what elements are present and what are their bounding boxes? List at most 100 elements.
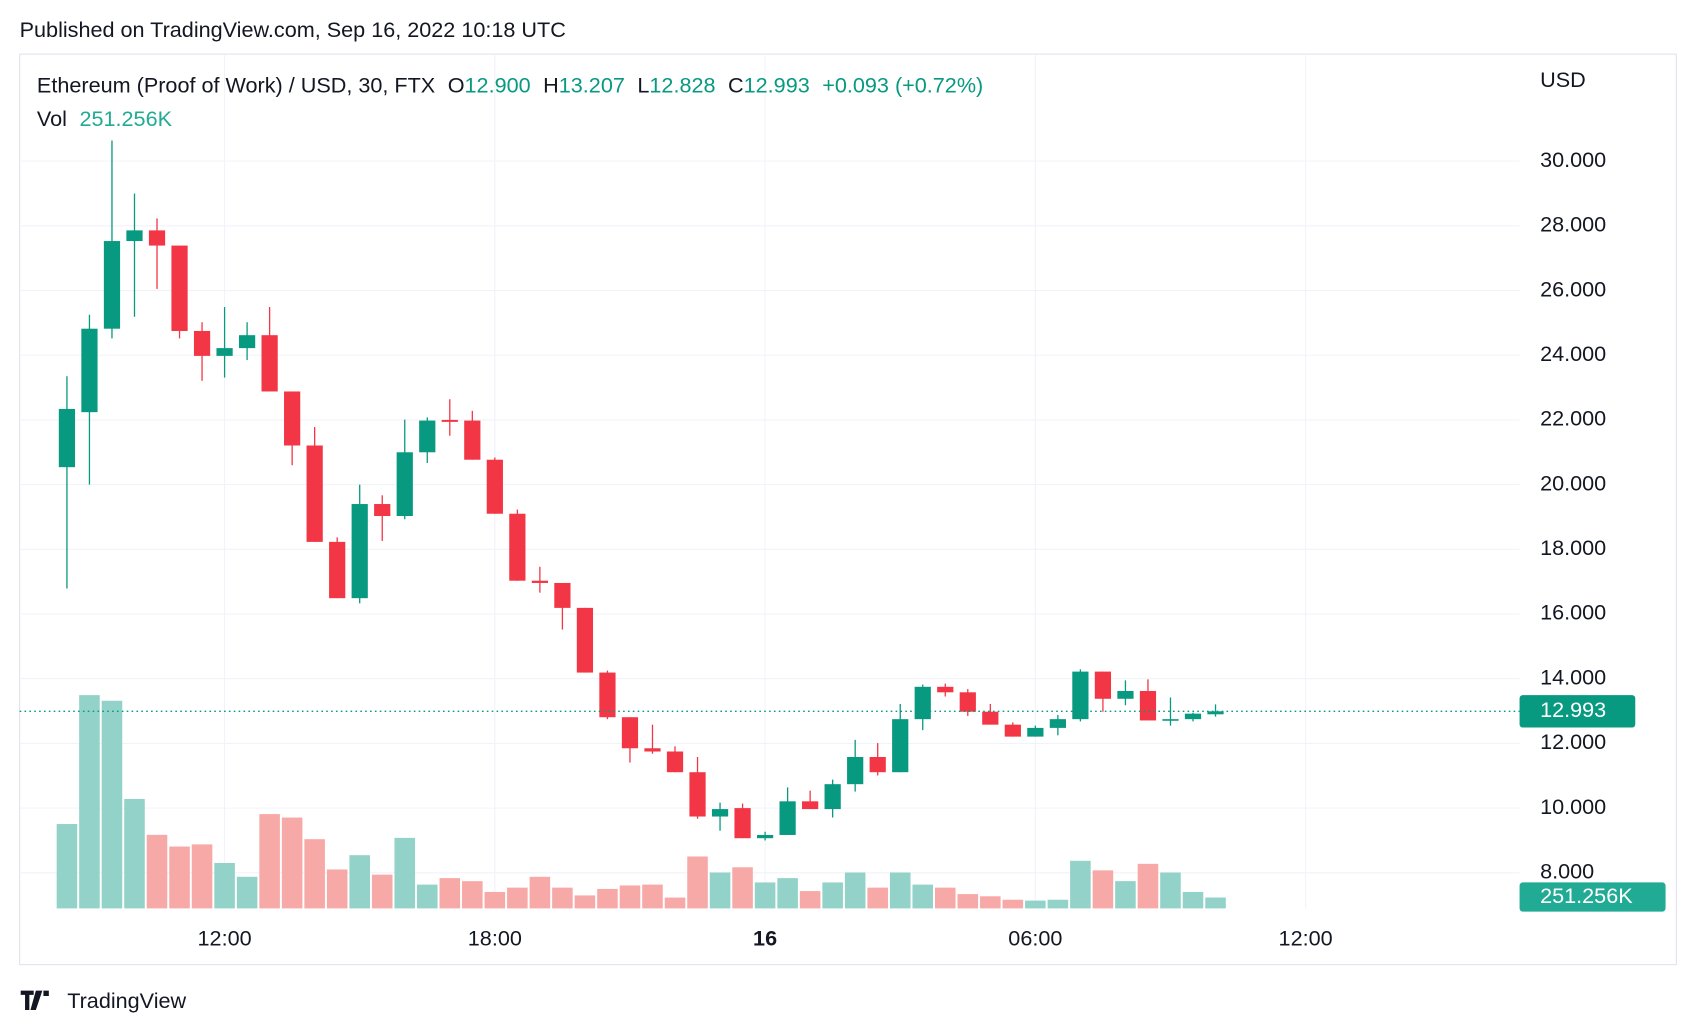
y-tick-label: 24.000 (1540, 341, 1606, 366)
last-volume-label: 251.256K (1540, 883, 1633, 908)
x-tick-label: 06:00 (1008, 925, 1062, 950)
volume-legend: Vol 251.256K (37, 106, 173, 131)
volume-bar (259, 814, 280, 909)
volume-bar (912, 884, 934, 909)
volume-bar (1092, 870, 1114, 909)
candle-body (1207, 711, 1224, 715)
volume-bar (1025, 900, 1046, 909)
candle-body (441, 419, 458, 422)
chart-frame (19, 53, 1677, 966)
legend-key: L (637, 72, 649, 97)
volume-bar (732, 867, 753, 909)
candle-body (171, 245, 188, 331)
volume-bar (754, 882, 776, 909)
candle-body (666, 751, 684, 773)
volume-bar (552, 887, 573, 909)
price-pane (19, 140, 1520, 841)
volume-bar (777, 878, 798, 909)
candle-body (959, 692, 976, 712)
candle-body (689, 772, 706, 817)
candle-body (306, 445, 323, 542)
legend-value: 12.900 (465, 72, 531, 97)
volume-bar (326, 869, 348, 909)
volume-bar (1047, 899, 1069, 909)
volume-value: 251.256K (79, 106, 172, 131)
candle-body (734, 808, 751, 839)
volume-bar (484, 891, 506, 909)
volume-bar (957, 894, 979, 909)
legend-key: O (448, 72, 465, 97)
volume-bar (439, 878, 461, 909)
y-tick-label: 20.000 (1540, 470, 1606, 495)
y-tick-label: 14.000 (1540, 664, 1606, 689)
brand-name: TradingView (67, 988, 186, 1013)
legend-change: +0.093 (+0.72%) (822, 72, 983, 97)
volume-key: Vol (37, 106, 67, 131)
candle-body (329, 541, 346, 599)
volume-bar (416, 884, 438, 909)
volume-bar (394, 837, 416, 909)
candle-body (396, 452, 413, 517)
y-tick-label: 28.000 (1540, 212, 1606, 237)
candle-body (509, 513, 526, 581)
legend-value: 12.828 (649, 72, 715, 97)
y-tick-label: 26.000 (1540, 276, 1606, 301)
candle-body (1117, 691, 1134, 699)
candle-body (148, 230, 166, 246)
volume-bar (889, 872, 911, 909)
legend: Ethereum (Proof of Work) / USD, 30, FTX … (37, 72, 983, 97)
y-tick-label: 8.000 (1540, 859, 1594, 884)
candle-body (937, 686, 954, 693)
volume-bar (642, 884, 663, 909)
candle-body (464, 420, 481, 460)
logo-icon (20, 990, 49, 1011)
volume-bar (1070, 860, 1091, 909)
volume-bar (79, 695, 100, 909)
candle-body (261, 335, 278, 392)
y-tick-label: 30.000 (1540, 147, 1606, 172)
candle-body (847, 757, 864, 785)
x-tick-label: 12:00 (1279, 925, 1333, 950)
candle-body (1027, 727, 1044, 737)
published-note: Published on TradingView.com, Sep 16, 20… (20, 17, 566, 42)
legend-value: 12.993 (744, 72, 810, 97)
candle-body (103, 241, 121, 329)
legend-key: C (728, 72, 744, 97)
volume-bar (1160, 872, 1181, 909)
candle-body (802, 801, 819, 810)
candle-body (1049, 719, 1066, 728)
candle-body (1162, 719, 1179, 721)
volume-bar (304, 839, 325, 909)
candle-body (58, 408, 76, 468)
candle-body (756, 834, 774, 839)
candle-body (554, 582, 571, 608)
volume-bar (1002, 899, 1024, 909)
volume-bar (281, 817, 303, 909)
candle-body (576, 607, 594, 673)
candle-body (982, 711, 999, 725)
volume-bar (597, 888, 618, 909)
volume-bar (1205, 897, 1226, 909)
grid (19, 54, 1520, 909)
candle-body (284, 391, 301, 446)
volume-bar (169, 846, 190, 909)
volume-bar (709, 872, 731, 909)
volume-bar (507, 887, 528, 909)
candle-body (1072, 671, 1089, 720)
volume-bar (146, 834, 168, 909)
volume-bar (934, 887, 956, 909)
volume-bar (371, 874, 393, 909)
y-tick-label: 16.000 (1540, 600, 1606, 625)
volume-bar (619, 885, 641, 909)
candle-body (351, 504, 368, 599)
volume-bar (529, 876, 551, 909)
symbol-title: Ethereum (Proof of Work) / USD, 30, FTX (37, 72, 435, 97)
candle-body (621, 717, 639, 749)
candle-body (531, 580, 548, 583)
volume-bar (980, 896, 1001, 909)
candle-body (1139, 691, 1157, 721)
candle-body (193, 330, 211, 356)
volume-bar (1137, 863, 1159, 909)
candle-body (869, 757, 886, 773)
